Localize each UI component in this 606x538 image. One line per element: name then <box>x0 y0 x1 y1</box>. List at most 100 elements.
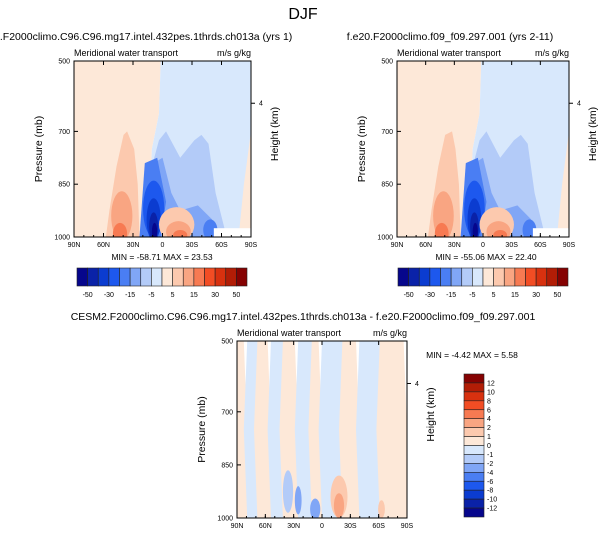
colorbar-box <box>76 267 88 287</box>
colorbar-label: 12 <box>487 380 495 387</box>
colorbar-box <box>463 418 485 428</box>
contour-positive-15-20-south <box>173 229 188 237</box>
contour-positive-15-20-south <box>493 229 508 237</box>
colorbar-box <box>214 267 227 287</box>
colorbar-box <box>463 498 485 509</box>
colorbar-box <box>119 267 131 287</box>
colorbar-box <box>172 267 184 287</box>
colorbar-box <box>397 267 409 287</box>
panel-subtitle-right: m/s g/kg <box>535 48 569 58</box>
colorbar-box <box>463 436 485 446</box>
min-max-stats: MIN = -58.71 MAX = 23.53 <box>111 252 212 262</box>
colorbar-box <box>97 267 110 287</box>
colorbar-label: -12 <box>487 506 497 513</box>
missing-data-region <box>213 228 251 237</box>
colorbar-box <box>557 267 569 287</box>
colorbar-box <box>129 267 142 287</box>
figure-title: DJF <box>288 6 318 23</box>
colorbar-box <box>87 267 99 287</box>
contour-negative-20-30-south <box>203 219 218 237</box>
colorbar-label: -2 <box>487 461 493 468</box>
contour-negative-min <box>472 222 478 237</box>
colorbar-label: 30 <box>211 292 219 299</box>
colorbar-box <box>463 373 485 384</box>
min-max-stats: MIN = -55.06 MAX = 22.40 <box>435 252 536 262</box>
contour-positive-0-5 <box>74 61 161 237</box>
x-tick-label: 30N <box>127 242 140 249</box>
colorbar-box <box>140 267 152 287</box>
x-tick-label: 0 <box>320 523 324 530</box>
colorbar-box <box>493 267 505 287</box>
colorbar-box <box>525 267 537 287</box>
contour-fill <box>237 341 407 518</box>
panel-title: CESM2.F2000climo.C96.C96.mg17.intel.432p… <box>0 31 292 43</box>
y-tick-label: 700 <box>58 129 70 136</box>
colorbar-label: 1 <box>487 434 491 441</box>
colorbar-box <box>463 445 485 455</box>
x-tick-label: 60N <box>419 242 432 249</box>
contour-band <box>279 341 302 518</box>
colorbar-label: -8 <box>487 488 493 495</box>
colorbar-box <box>482 267 494 287</box>
colorbar-box <box>503 267 516 287</box>
panel-subtitle-left: Meridional water transport <box>74 48 179 58</box>
x-tick-label: 30S <box>505 242 518 249</box>
contour-fill <box>397 61 569 237</box>
x-tick-label: 60N <box>259 523 272 530</box>
colorbar-box <box>108 267 120 287</box>
y-tick-label: 850 <box>381 182 393 189</box>
colorbar-label: -5 <box>469 292 475 299</box>
colorbar-box <box>204 267 216 287</box>
contour-positive-1-2 <box>378 500 385 518</box>
colorbar-label: 0 <box>487 443 491 450</box>
colorbar-label: 50 <box>553 292 561 299</box>
min-max-stats: MIN = -4.42 MAX = 5.58 <box>426 350 518 360</box>
panel-title: f.e20.F2000climo.f09_f09.297.001 (yrs 2-… <box>347 31 553 43</box>
y-axis-label-right: Height (km) <box>269 107 281 161</box>
right-tick-label: 4 <box>577 101 581 108</box>
colorbar-label: -5 <box>148 292 154 299</box>
colorbar-box <box>236 267 248 287</box>
colorbar-box <box>463 472 485 482</box>
y-axis-label: Pressure (mb) <box>33 116 45 183</box>
y-tick-label: 700 <box>221 409 233 416</box>
colorbar-horizontal: -50 -30 -15 -5 5 15 30 50 <box>76 267 248 299</box>
colorbar-box <box>535 267 548 287</box>
contour-band <box>318 341 346 518</box>
colorbar-horizontal: -50 -30 -15 -5 5 15 30 50 <box>397 267 569 299</box>
colorbar-box <box>546 267 558 287</box>
panel-subtitle-right: m/s g/kg <box>373 328 407 338</box>
colorbar-box <box>463 480 485 491</box>
colorbar-label: -10 <box>487 497 497 504</box>
colorbar-label: 15 <box>511 292 519 299</box>
y-tick-label: 1000 <box>54 235 70 242</box>
contour-negative-1-2 <box>282 470 294 513</box>
contour-negative-2-4 <box>310 498 321 518</box>
colorbar-box <box>408 267 420 287</box>
right-tick-label: 4 <box>415 381 419 388</box>
contour-positive-0-5 <box>397 61 482 237</box>
colorbar-label: 50 <box>232 292 240 299</box>
colorbar-label: -30 <box>104 292 114 299</box>
contour-negative-2-4 <box>294 486 302 515</box>
colorbar-box <box>463 391 485 402</box>
colorbar-label: -6 <box>487 479 493 486</box>
colorbar-label: -30 <box>425 292 435 299</box>
panel-p3: CESM2.F2000climo.C96.C96.mg17.intel.432p… <box>71 311 536 530</box>
y-axis-label: Pressure (mb) <box>196 396 208 463</box>
colorbar-box <box>161 267 173 287</box>
colorbar-label: 4 <box>487 416 491 423</box>
contour-positive-fringe-right <box>556 131 569 237</box>
x-tick-label: 30N <box>448 242 461 249</box>
colorbar-box <box>463 409 485 419</box>
panel-p1: CESM2.F2000climo.C96.C96.mg17.intel.432p… <box>0 31 292 262</box>
colorbar-box <box>463 454 485 464</box>
colorbar-label: 8 <box>487 398 491 405</box>
contour-negative-20-30-south <box>522 219 537 237</box>
y-axis-label: Pressure (mb) <box>356 116 368 183</box>
panel-title: CESM2.F2000climo.C96.C96.mg17.intel.432p… <box>71 311 536 323</box>
x-tick-label: 30S <box>186 242 199 249</box>
contour-band <box>356 341 384 518</box>
x-tick-label: 60S <box>215 242 228 249</box>
